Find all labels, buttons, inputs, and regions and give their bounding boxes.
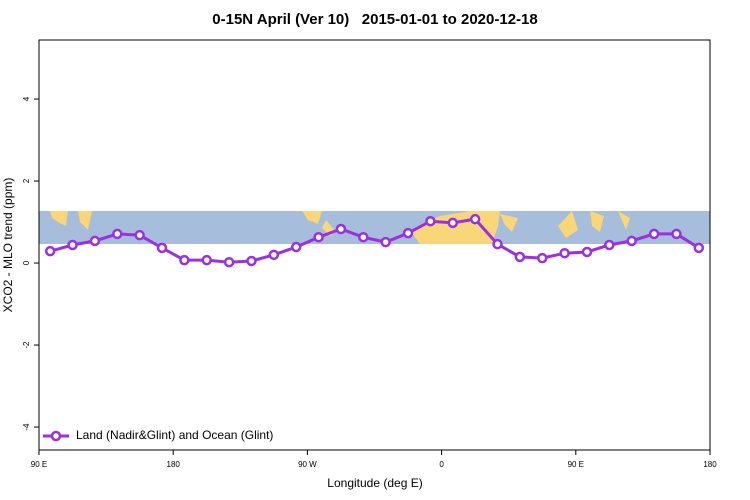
point	[693, 242, 705, 254]
point	[313, 231, 324, 243]
point	[469, 213, 481, 225]
point	[156, 242, 168, 254]
y-axis-label: XCO2 - MLO trend (ppm)	[1, 178, 15, 313]
point	[201, 254, 212, 266]
point	[581, 246, 593, 258]
point	[179, 254, 190, 266]
legend-label: Land (Nadir&Glint) and Ocean (Glint)	[76, 428, 273, 442]
point	[44, 245, 56, 257]
x-tick-label: 0	[439, 460, 444, 469]
point	[358, 231, 369, 243]
point	[89, 235, 101, 247]
point	[537, 252, 548, 264]
point	[648, 228, 660, 240]
point	[335, 223, 347, 235]
x-tick-label: 180	[167, 460, 181, 469]
point	[514, 251, 526, 263]
x-tick-label: 90 W	[298, 460, 317, 469]
y-tick-label: 2	[22, 178, 31, 183]
point	[559, 247, 570, 259]
point	[268, 249, 280, 261]
point	[380, 236, 391, 248]
x-tick-label: 90 E	[568, 460, 584, 469]
x-axis-label: Longitude (deg E)	[327, 476, 422, 490]
point	[134, 229, 145, 241]
x-tick-label: 180	[703, 460, 717, 469]
point	[626, 235, 637, 247]
plot-frame	[38, 39, 711, 451]
point	[604, 239, 615, 251]
x-tick-label: 90 E	[31, 460, 47, 469]
chart-title: 0-15N April (Ver 10) 2015-01-01 to 2020-…	[212, 11, 537, 28]
y-tick-label: -4	[22, 423, 31, 431]
point	[671, 228, 682, 240]
point	[402, 227, 414, 239]
legend-marker	[50, 430, 62, 442]
point	[492, 238, 503, 250]
y-tick-label: 0	[22, 260, 31, 265]
y-tick-label: -2	[22, 341, 31, 349]
point	[425, 215, 436, 227]
point	[246, 255, 257, 267]
point	[223, 256, 235, 268]
point	[290, 241, 302, 253]
point	[112, 228, 123, 240]
y-tick-label: 4	[22, 96, 31, 101]
point	[67, 239, 78, 251]
point	[447, 217, 459, 229]
